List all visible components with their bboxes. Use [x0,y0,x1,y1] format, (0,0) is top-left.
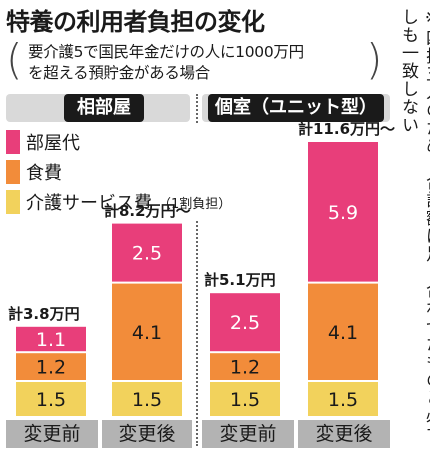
legend-swatch-care [6,190,20,214]
bar-shared-before-room [16,326,86,352]
legend-note-care: （1割負担） [158,196,232,212]
value-label-shared-after-room: 2.5 [132,243,162,265]
legend: 部屋代 食費 介護サービス費 （1割負担） [2,124,256,220]
value-label-shared-after-care: 1.5 [132,389,162,411]
total-label-private-before: 計5.1万円 [204,271,276,290]
legend-label-care: 介護サービス費 [26,193,152,214]
bar-shared-after-care [112,382,182,416]
bar-shared-before-food [16,353,86,380]
subtitle-line-2: を超える預貯金がある場合 [28,64,210,82]
value-label-private-before-care: 1.5 [230,389,260,411]
panel-label-shared-room: 相部屋 [64,94,144,122]
x-label-private-before: 変更前 [202,420,294,448]
rounding-note: ※四捨五入のため、合計額は足し合わせたものと必ずしも一致しない [398,8,430,443]
subtitle-line-1: 要介護5で国民年金だけの人に1000万円 [28,43,304,61]
bar-shared-after-food [112,283,182,380]
panel-header-private: 個室（ユニット型） [202,94,390,122]
total-label-shared-after: 計8.2万円～ [104,201,191,220]
value-label-private-after-food: 4.1 [328,322,358,344]
value-label-shared-before-room: 1.1 [36,329,66,351]
legend-item-care: 介護サービス費 （1割負担） [6,188,231,216]
bar-private-before-food [210,353,280,380]
value-label-private-before-room: 2.5 [230,312,260,334]
legend-item-room: 部屋代 [6,128,80,156]
bar-shared-after-room [112,223,182,282]
value-label-shared-before-food: 1.2 [36,357,66,379]
bar-shared-before-care [16,382,86,416]
legend-swatch-room [6,130,20,154]
value-label-shared-after-food: 4.1 [132,322,162,344]
x-label-shared-before: 変更前 [6,420,98,448]
panel-header-shared: 相部屋 [6,94,190,122]
total-label-private-after: 計11.6万円～ [298,120,396,138]
legend-item-food: 食費 [6,158,62,186]
bar-private-after-room [308,142,378,282]
chart-title: 特養の利用者負担の変化 [6,8,265,36]
bar-private-before-room [210,293,280,352]
x-label-shared-after: 変更後 [102,420,192,448]
legend-label-food: 食費 [26,163,62,184]
legend-swatch-food [6,160,20,184]
panel-label-private-room: 個室（ユニット型） [208,94,384,122]
legend-label-room: 部屋代 [26,133,80,154]
total-label-shared-before: 計3.8万円 [8,304,80,323]
x-label-private-after: 変更後 [298,420,390,448]
value-label-private-after-care: 1.5 [328,389,358,411]
bar-private-before-care [210,382,280,416]
value-label-shared-before-care: 1.5 [36,389,66,411]
subtitle-open-paren: ( [6,35,23,84]
bar-private-after-care [308,382,378,416]
bar-private-after-food [308,283,378,380]
subtitle-close-paren: ) [366,35,383,84]
value-label-private-after-room: 5.9 [328,202,358,224]
subtitle: ( 要介護5で国民年金だけの人に1000万円 を超える預貯金がある場合 ) [6,36,382,84]
panel-divider [196,94,198,446]
value-label-private-before-food: 1.2 [230,357,260,379]
